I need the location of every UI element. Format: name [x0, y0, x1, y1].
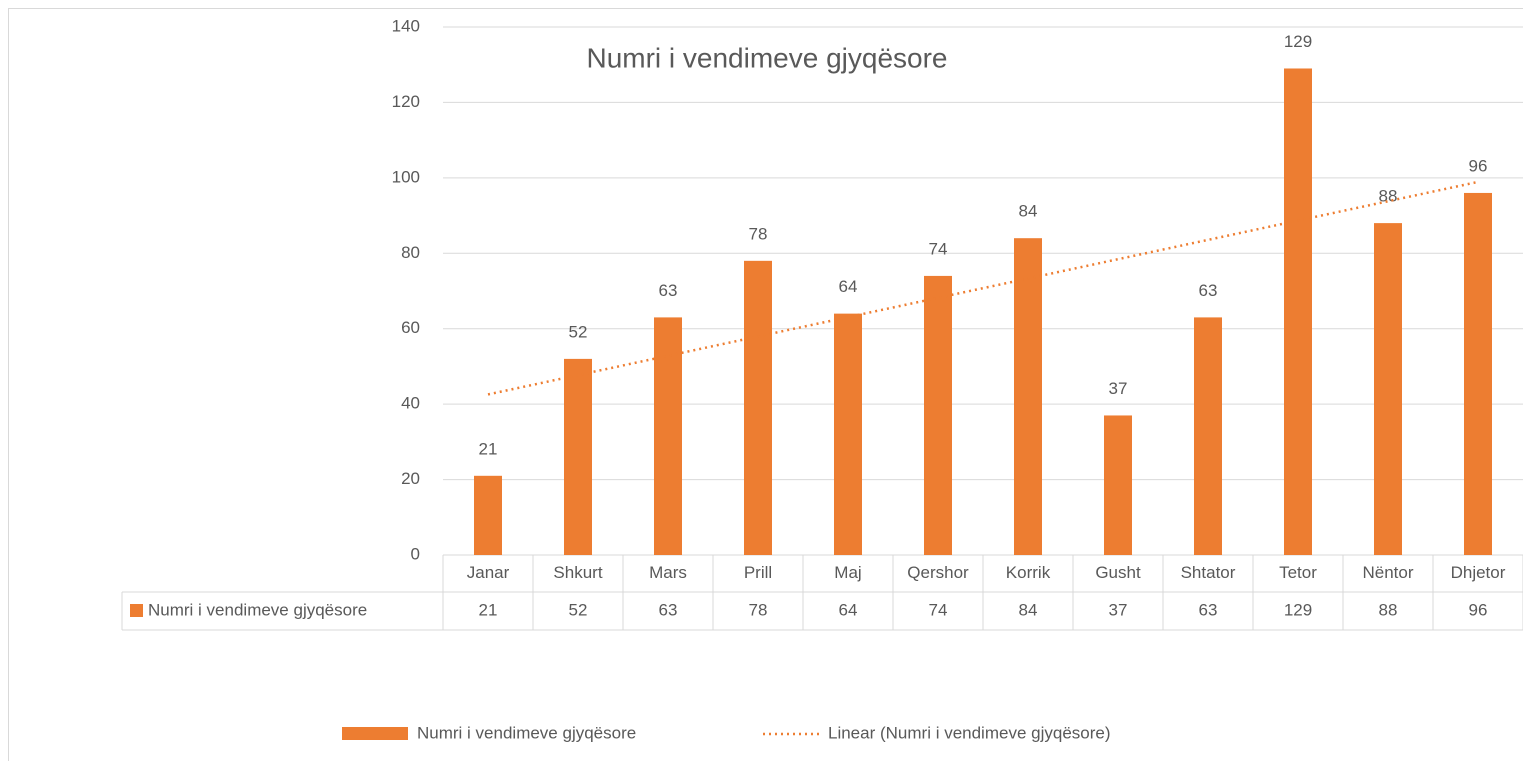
bar — [474, 475, 502, 555]
table-value: 84 — [1019, 600, 1038, 619]
x-tick-label: Maj — [834, 563, 861, 582]
x-tick-label: Tetor — [1279, 563, 1317, 582]
y-tick-label: 120 — [392, 92, 420, 111]
y-tick-label: 60 — [401, 318, 420, 337]
data-label: 74 — [929, 239, 948, 258]
y-tick-label: 40 — [401, 394, 420, 413]
x-tick-label: Nëntor — [1362, 563, 1413, 582]
bar — [1464, 192, 1492, 555]
y-tick-label: 140 — [392, 16, 420, 35]
bar — [834, 313, 862, 555]
table-value: 96 — [1469, 600, 1488, 619]
bar — [1194, 317, 1222, 555]
x-tick-label: Gusht — [1095, 563, 1141, 582]
data-label: 129 — [1284, 32, 1312, 51]
table-series-name: Numri i vendimeve gjyqësore — [148, 600, 367, 619]
legend-swatch — [342, 727, 408, 740]
x-tick-label: Qershor — [907, 563, 969, 582]
table-value: 129 — [1284, 600, 1312, 619]
y-tick-label: 20 — [401, 469, 420, 488]
data-label: 63 — [659, 281, 678, 300]
data-label: 52 — [569, 322, 588, 341]
data-label: 96 — [1469, 156, 1488, 175]
trendline — [487, 180, 1479, 396]
x-tick-label: Mars — [649, 563, 687, 582]
table-value: 78 — [749, 600, 768, 619]
data-label: 63 — [1199, 281, 1218, 300]
table-value: 64 — [839, 600, 858, 619]
x-tick-label: Dhjetor — [1451, 563, 1506, 582]
bar — [1014, 238, 1042, 555]
table-value: 52 — [569, 600, 588, 619]
bar — [744, 260, 772, 555]
bar — [1104, 415, 1132, 555]
data-label: 84 — [1019, 202, 1038, 221]
table-value: 88 — [1379, 600, 1398, 619]
x-tick-label: Prill — [744, 563, 772, 582]
x-tick-label: Shtator — [1181, 563, 1236, 582]
legend-label: Linear (Numri i vendimeve gjyqësore) — [828, 723, 1111, 742]
bar — [1374, 223, 1402, 555]
x-tick-label: Shkurt — [553, 563, 602, 582]
y-tick-label: 0 — [411, 544, 420, 563]
chart-border — [8, 8, 1523, 761]
data-label: 21 — [479, 439, 498, 458]
bar — [924, 275, 952, 555]
x-tick-label: Janar — [467, 563, 510, 582]
y-tick-label: 100 — [392, 167, 420, 186]
data-label: 64 — [839, 277, 858, 296]
data-label: 78 — [749, 224, 768, 243]
data-label: 37 — [1109, 379, 1128, 398]
legend-label: Numri i vendimeve gjyqësore — [417, 723, 636, 742]
y-tick-label: 80 — [401, 243, 420, 262]
table-value: 74 — [929, 600, 948, 619]
bar — [564, 358, 592, 555]
bar — [654, 317, 682, 555]
table-legend-key — [130, 604, 143, 617]
table-value: 63 — [659, 600, 678, 619]
chart-title: Numri i vendimeve gjyqësore — [586, 42, 947, 73]
table-value: 37 — [1109, 600, 1128, 619]
bar — [1284, 68, 1312, 555]
table-value: 21 — [479, 600, 498, 619]
table-value: 63 — [1199, 600, 1218, 619]
x-tick-label: Korrik — [1006, 563, 1051, 582]
